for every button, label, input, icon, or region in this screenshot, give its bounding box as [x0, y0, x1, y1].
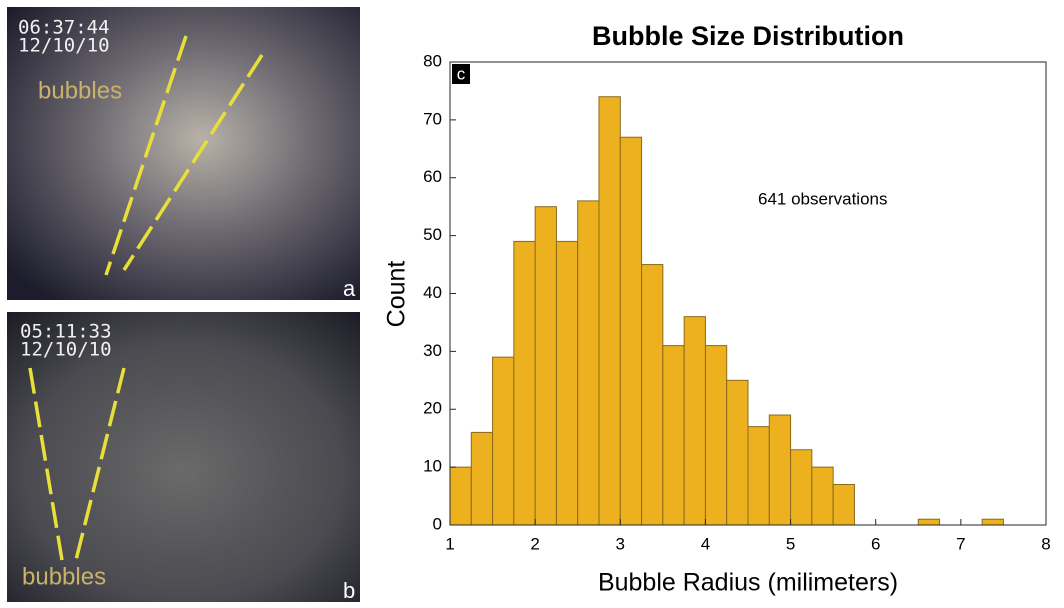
y-tick-label: 50 — [423, 225, 442, 244]
y-tick-label: 30 — [423, 341, 442, 360]
bar — [727, 380, 748, 525]
chart-title: Bubble Size Distribution — [592, 21, 904, 51]
bar — [471, 432, 492, 525]
panel-label: a — [343, 276, 356, 301]
bar — [982, 519, 1003, 525]
y-axis-label: Count — [383, 261, 411, 328]
bar — [769, 415, 790, 525]
bar — [705, 346, 726, 525]
bar — [748, 427, 769, 525]
bar — [642, 265, 663, 525]
bar — [578, 201, 599, 525]
y-tick-label: 10 — [423, 457, 442, 476]
chart: Bubble Size Distribution Count Bubble Ra… — [383, 21, 1051, 596]
x-tick-label: 4 — [701, 534, 710, 553]
x-tick-label: 8 — [1041, 534, 1050, 553]
date: 12/10/10 — [18, 35, 110, 57]
annotation: bubbles — [38, 77, 122, 104]
bar — [620, 137, 641, 525]
y-tick-label: 0 — [433, 514, 442, 533]
y-tick-label: 40 — [423, 283, 442, 302]
x-tick-label: 5 — [786, 534, 795, 553]
y-tick-label: 80 — [423, 51, 442, 70]
x-tick-label: 2 — [530, 534, 539, 553]
bar — [833, 484, 854, 525]
photo-a: 06:37:44 12/10/10 bubbles a — [7, 7, 360, 301]
bar — [791, 450, 812, 525]
bar — [599, 97, 620, 525]
bar — [684, 317, 705, 525]
x-tick-label: 3 — [616, 534, 625, 553]
bar — [812, 467, 833, 525]
y-tick-label: 20 — [423, 399, 442, 418]
y-tick-label: 70 — [423, 109, 442, 128]
annotation: bubbles — [22, 563, 106, 590]
bar — [663, 346, 684, 525]
figure: 06:37:44 12/10/10 bubbles a 05:11:33 12/… — [0, 0, 1064, 608]
x-tick-label: 1 — [445, 534, 454, 553]
panel-label: c — [457, 64, 466, 83]
photo-b: 05:11:33 12/10/10 bubbles b — [7, 312, 360, 603]
bar — [918, 519, 939, 525]
bar — [450, 467, 471, 525]
bar — [493, 357, 514, 525]
x-tick-label: 7 — [956, 534, 965, 553]
bar — [556, 241, 577, 525]
annotation: 641 observations — [758, 189, 887, 208]
bar — [535, 207, 556, 525]
y-tick-label: 60 — [423, 167, 442, 186]
panel-label: b — [343, 578, 355, 603]
bar — [514, 241, 535, 525]
date: 12/10/10 — [20, 339, 112, 361]
x-axis-label: Bubble Radius (milimeters) — [598, 569, 898, 597]
x-tick-label: 6 — [871, 534, 880, 553]
